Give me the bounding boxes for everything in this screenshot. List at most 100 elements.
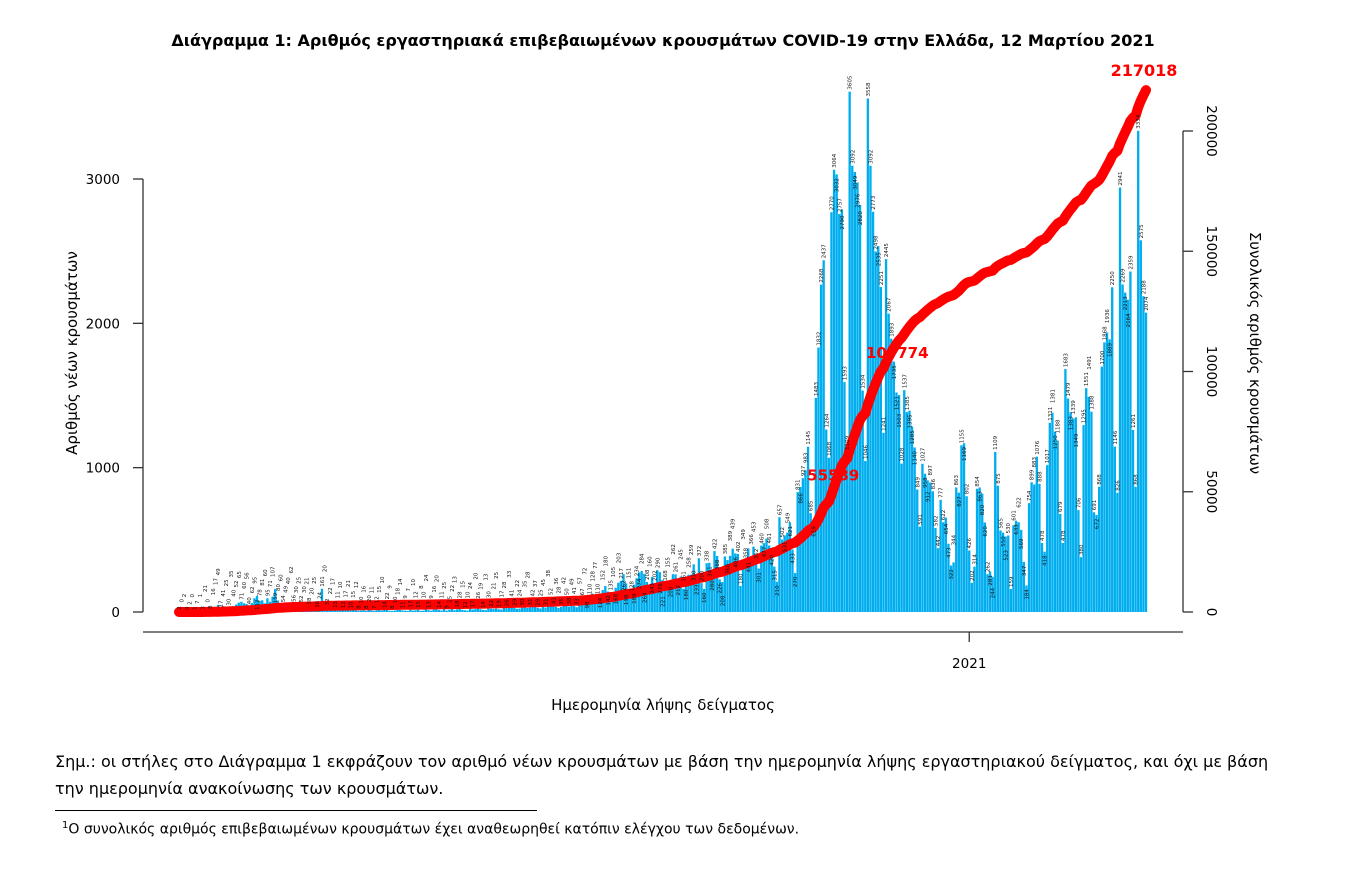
bars-layer — [177, 91, 1148, 613]
y-tick-label: 2000 — [86, 316, 120, 332]
bar-value-label: 12 — [341, 601, 347, 608]
bar — [671, 574, 675, 612]
bar — [692, 564, 695, 612]
bar-value-label: 1936 — [1105, 309, 1111, 323]
bar-value-label: 20 — [434, 575, 440, 582]
bar-value-label: 1311 — [1048, 407, 1054, 421]
bar-value-label: 26 — [476, 591, 482, 598]
bar-value-label: 168 — [663, 570, 669, 581]
bar — [474, 609, 477, 612]
bar — [505, 608, 508, 612]
bar-labels-layer: 2020201713210816174917412530354052657160… — [177, 75, 1150, 610]
bar-value-label: 1735 — [892, 365, 898, 379]
bar-value-label: 98 — [585, 601, 591, 608]
bar-value-label: 863 — [954, 474, 960, 485]
bar-value-label: 258 — [686, 557, 692, 568]
bar — [679, 576, 682, 612]
bar-value-label: 360 — [725, 563, 731, 574]
bar-value-label: 180 — [684, 589, 690, 600]
bar — [552, 606, 555, 612]
bar-value-label: 25 — [494, 571, 500, 578]
bar-value-label: 243 — [650, 583, 656, 594]
bar-value-label: 208 — [720, 595, 726, 606]
bar — [445, 610, 448, 612]
bar — [1090, 411, 1093, 612]
bar — [1079, 557, 1083, 612]
bar — [479, 609, 482, 612]
bar — [900, 463, 903, 612]
bar — [916, 489, 919, 612]
bar-value-label: 24 — [518, 589, 524, 596]
bar — [380, 610, 383, 612]
bar — [497, 609, 500, 612]
bar — [559, 606, 563, 612]
bar-value-label: 19 — [497, 600, 503, 607]
bar — [533, 606, 537, 612]
bar — [1046, 465, 1049, 612]
bar — [424, 608, 428, 612]
cumulative-line — [174, 85, 1151, 617]
bar-value-label: 21 — [203, 585, 209, 592]
footnote-text: Ο συνολικός αριθμός επιβεβαιωμένων κρουσ… — [68, 821, 800, 838]
bar-value-label: 56 — [291, 594, 297, 601]
bar — [918, 526, 922, 612]
bar-value-label: 1241 — [881, 417, 887, 431]
bar-value-label: 280 — [710, 580, 716, 591]
bar — [744, 560, 747, 612]
bar-value-label: 17 — [408, 600, 414, 607]
bar-value-label: 29 — [536, 598, 542, 605]
bar — [1014, 520, 1018, 612]
bar — [949, 565, 953, 612]
bar-value-label: 3558 — [866, 82, 872, 96]
bar-value-label: 685 — [809, 500, 815, 511]
bar-value-label: 45 — [541, 579, 547, 586]
bar — [718, 579, 721, 612]
bar-value-label: 831 — [796, 480, 802, 491]
bar — [414, 610, 417, 612]
bar — [809, 513, 812, 612]
bar — [705, 563, 708, 612]
bar-value-label: 210 — [775, 585, 781, 596]
bar — [975, 488, 979, 612]
bar-value-label: 820 — [980, 504, 986, 515]
bar — [461, 609, 464, 612]
bar-value-label: 1521 — [894, 396, 900, 410]
bar — [1053, 431, 1057, 612]
bar-value-label: 14 — [398, 578, 404, 585]
bar-value-label: 65 — [237, 571, 243, 578]
bar — [320, 588, 324, 612]
bar-value-label: 226 — [718, 583, 724, 594]
bar — [502, 607, 506, 612]
bar-value-label: 21 — [346, 580, 352, 587]
bar — [468, 608, 472, 612]
bar — [466, 610, 469, 612]
bar — [398, 609, 402, 612]
bar — [1098, 486, 1101, 612]
bar-value-label: 41 — [510, 590, 516, 597]
bar-value-label: 7 — [406, 587, 412, 591]
bar — [695, 578, 698, 612]
bar-value-label: 473 — [946, 547, 952, 558]
bar-value-label: 261 — [674, 562, 680, 573]
bar-value-label: 899 — [1030, 469, 1036, 480]
bar — [1056, 440, 1059, 612]
bar-value-label: 16 — [432, 585, 438, 592]
bar-value-label: 654 — [944, 523, 950, 534]
bar-value-label: 1076 — [1035, 440, 1041, 454]
bar-value-label: 15 — [377, 585, 383, 592]
bar — [968, 550, 971, 612]
bar-value-label: 3092 — [850, 150, 856, 164]
bar-value-label: 7 — [372, 605, 378, 609]
bar — [929, 482, 932, 612]
bar-value-label: 2498 — [874, 235, 880, 249]
bar-value-label: 52 — [299, 595, 305, 602]
bar — [882, 432, 885, 612]
bar — [611, 596, 615, 612]
bar-value-label: 71 — [268, 580, 274, 587]
bar-value-label: 9 — [429, 595, 435, 599]
bar — [741, 561, 745, 612]
bar-value-label: 1109 — [993, 435, 999, 449]
bar — [1035, 456, 1038, 612]
bar — [549, 604, 552, 612]
bar — [1134, 486, 1137, 612]
